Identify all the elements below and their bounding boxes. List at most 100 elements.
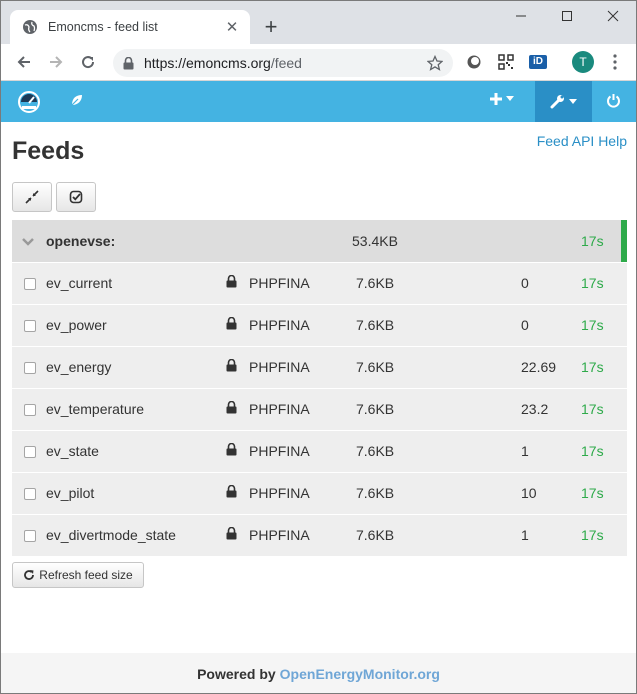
globe-icon <box>22 19 38 35</box>
feed-name: ev_current <box>46 275 113 291</box>
caret-down-icon <box>569 98 577 104</box>
status-bar <box>621 220 627 262</box>
feed-size: 7.6KB <box>356 485 395 501</box>
profile-avatar[interactable]: T <box>572 51 594 73</box>
feed-name: ev_energy <box>46 359 112 375</box>
lock-icon <box>226 274 237 293</box>
reload-icon[interactable] <box>72 48 104 76</box>
feed-size: 7.6KB <box>356 359 395 375</box>
id-extension-icon[interactable]: iD <box>527 51 549 73</box>
lock-icon <box>226 358 237 377</box>
feed-value: 22.69 <box>521 359 557 375</box>
lock-icon <box>226 316 237 335</box>
feed-value: 0 <box>521 317 529 333</box>
feed-checkbox[interactable] <box>24 320 36 332</box>
app-navbar <box>1 81 636 122</box>
lock-icon <box>226 484 237 503</box>
feed-updated: 17s <box>581 485 604 501</box>
feed-engine: PHPFINA <box>249 443 310 459</box>
add-menu-button[interactable] <box>489 92 514 106</box>
feed-list: ev_current PHPFINA 7.6KB 0 17s ev_power … <box>12 263 627 557</box>
bookmark-star-icon[interactable] <box>426 54 444 76</box>
plus-icon <box>490 93 502 105</box>
refresh-feed-size-button[interactable]: Refresh feed size <box>12 562 144 588</box>
feed-group-header[interactable]: openevse: 53.4KB 17s <box>12 220 627 262</box>
close-window-icon[interactable] <box>590 1 636 31</box>
browser-tab[interactable]: Emoncms - feed list ✕ <box>10 10 250 44</box>
tab-strip: Emoncms - feed list ✕ + <box>1 1 636 44</box>
feed-engine: PHPFINA <box>249 401 310 417</box>
leaf-icon[interactable] <box>70 93 84 112</box>
feed-value: 23.2 <box>521 401 549 417</box>
lock-icon <box>226 400 237 419</box>
feed-engine: PHPFINA <box>249 527 310 543</box>
minimize-icon[interactable] <box>498 1 544 31</box>
extension-circle-icon[interactable] <box>463 51 485 73</box>
feed-checkbox[interactable] <box>24 404 36 416</box>
feed-row[interactable]: ev_current PHPFINA 7.6KB 0 17s <box>12 263 627 304</box>
feed-row[interactable]: ev_energy PHPFINA 7.6KB 22.69 17s <box>12 347 627 388</box>
lock-icon <box>123 56 134 70</box>
feed-row[interactable]: ev_state PHPFINA 7.6KB 1 17s <box>12 431 627 472</box>
feed-updated: 17s <box>581 275 604 291</box>
qr-code-icon[interactable] <box>495 51 517 73</box>
group-updated: 17s <box>581 233 604 249</box>
feed-updated: 17s <box>581 317 604 333</box>
feed-name: ev_divertmode_state <box>46 527 176 543</box>
compress-icon <box>25 190 39 204</box>
group-name: openevse: <box>46 233 116 249</box>
feed-size: 7.6KB <box>356 317 395 333</box>
new-tab-button[interactable]: + <box>264 14 278 39</box>
wrench-icon <box>550 95 564 109</box>
feed-checkbox[interactable] <box>24 446 36 458</box>
page-title: Feeds <box>12 137 85 165</box>
collapse-all-button[interactable] <box>12 182 52 212</box>
emoncms-logo-icon[interactable] <box>16 89 42 113</box>
feed-api-help-link[interactable]: Feed API Help <box>536 133 627 149</box>
refresh-label: Refresh feed size <box>39 568 133 582</box>
feed-engine: PHPFINA <box>249 275 310 291</box>
close-tab-icon[interactable]: ✕ <box>225 19 239 36</box>
feed-row[interactable]: ev_power PHPFINA 7.6KB 0 17s <box>12 305 627 346</box>
select-all-button[interactable] <box>56 182 96 212</box>
tab-title: Emoncms - feed list <box>48 20 158 34</box>
feed-name: ev_power <box>46 317 107 333</box>
address-bar[interactable]: https://emoncms.org/feed <box>113 49 453 77</box>
check-square-icon <box>69 190 83 204</box>
feed-size: 7.6KB <box>356 275 395 291</box>
feed-name: ev_temperature <box>46 401 145 417</box>
feed-updated: 17s <box>581 359 604 375</box>
feed-updated: 17s <box>581 443 604 459</box>
group-size: 53.4KB <box>352 233 398 249</box>
feed-engine: PHPFINA <box>249 359 310 375</box>
back-icon[interactable] <box>8 48 40 76</box>
feed-value: 1 <box>521 443 529 459</box>
forward-icon[interactable] <box>40 48 72 76</box>
feed-checkbox[interactable] <box>24 278 36 290</box>
power-icon[interactable] <box>606 93 621 113</box>
caret-down-icon <box>506 96 514 101</box>
refresh-icon <box>24 570 35 580</box>
chevron-down-icon[interactable] <box>22 234 34 252</box>
feed-row[interactable]: ev_pilot PHPFINA 7.6KB 10 17s <box>12 473 627 514</box>
feed-checkbox[interactable] <box>24 488 36 500</box>
feed-row[interactable]: ev_divertmode_state PHPFINA 7.6KB 1 17s <box>12 515 627 556</box>
footer-link[interactable]: OpenEnergyMonitor.org <box>279 666 440 682</box>
browser-menu-icon[interactable] <box>605 50 625 74</box>
feed-name: ev_state <box>46 443 99 459</box>
feed-row[interactable]: ev_temperature PHPFINA 7.6KB 23.2 17s <box>12 389 627 430</box>
feed-size: 7.6KB <box>356 527 395 543</box>
feed-size: 7.6KB <box>356 401 395 417</box>
url-text: https://emoncms.org/feed <box>144 55 302 71</box>
feed-engine: PHPFINA <box>249 317 310 333</box>
feed-checkbox[interactable] <box>24 362 36 374</box>
feed-updated: 17s <box>581 401 604 417</box>
maximize-icon[interactable] <box>544 1 590 31</box>
window-controls <box>498 1 636 31</box>
feed-checkbox[interactable] <box>24 530 36 542</box>
footer-prefix: Powered by <box>197 666 276 682</box>
setup-menu-button[interactable] <box>535 81 592 122</box>
feed-value: 10 <box>521 485 537 501</box>
footer: Powered by OpenEnergyMonitor.org <box>1 653 636 693</box>
